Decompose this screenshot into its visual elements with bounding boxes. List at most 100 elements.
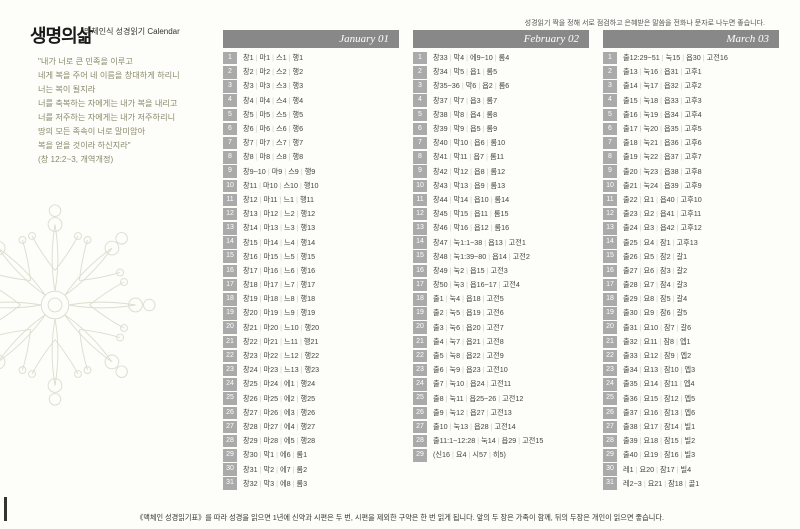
day-row: 10창43|막13|욥9|롬13: [413, 179, 589, 193]
logo-subtitle: 맥체인식 성경읽기 Calendar: [84, 26, 180, 37]
day-row: 26출9|눅12|욥27|고전13: [413, 406, 589, 420]
day-number: 9: [603, 165, 617, 178]
mandala-ornament: [0, 190, 170, 420]
day-number: 11: [603, 194, 617, 207]
day-row: 15출26|요5|잠2|갈1: [603, 250, 779, 264]
reading-refs: 출26|요5|잠2|갈1: [621, 252, 689, 262]
reading-refs: 출10|눅13|욥28|고전14: [431, 422, 518, 432]
day-number: 31: [223, 477, 237, 490]
reading-refs: 창9~10|마9|스9|행9: [241, 167, 317, 177]
reading-refs: 창20|마19|느9|행19: [241, 308, 317, 318]
day-row: 11창12|마11|느1|행11: [223, 193, 399, 207]
reading-refs: 레2~3|요21|잠18|골1: [621, 479, 701, 489]
day-row: 2창34|막5|욥1|롬5: [413, 65, 589, 79]
day-row: 27출10|눅13|욥28|고전14: [413, 420, 589, 434]
day-row: 2창2|마2|스2|행2: [223, 65, 399, 79]
day-row: 18창19|마18|느8|행18: [223, 292, 399, 306]
day-row: 4 창4|마4|스4|행4: [223, 94, 399, 108]
day-row: 26창27|마26|에3|행26: [223, 406, 399, 420]
reading-refs: 창15|마14|느4|행14: [241, 238, 317, 248]
day-number: 13: [413, 222, 427, 235]
reading-refs: 출3|눅6|욥20|고전7: [431, 323, 506, 333]
reading-refs: 창43|막13|욥9|롬13: [431, 181, 507, 191]
day-number: 24: [603, 378, 617, 391]
day-number: 4: [223, 94, 237, 107]
day-row: 15창16|마15|느5|행15: [223, 250, 399, 264]
reading-refs: 창33|막4|에9~10|롬4: [431, 53, 511, 63]
month-header: February 02: [413, 30, 589, 48]
day-row: 21창22|마21|느11|행21: [223, 335, 399, 349]
reading-refs: 창44|막14|욥10|롬14: [431, 195, 511, 205]
reading-refs: 출18|눅21|욥36|고후6: [621, 138, 704, 148]
reading-refs: (신16|요4|시57|히5): [431, 450, 508, 460]
day-number: 10: [603, 180, 617, 193]
reading-refs: 창22|마21|느11|행21: [241, 337, 321, 347]
day-number: 4: [603, 94, 617, 107]
day-number: 6: [603, 123, 617, 136]
day-row: 19창20|마19|느9|행19: [223, 306, 399, 320]
month-column: January 011창1|마1|스1|행12창2|마2|스2|행23창3|마3…: [223, 30, 399, 491]
day-row: 25출8|눅11|욥25~26|고전12: [413, 392, 589, 406]
day-row: 8창41|막11|욥7|롬11: [413, 150, 589, 164]
day-number: 18: [603, 293, 617, 306]
reading-refs: 창32|막3|에8|롬3: [241, 479, 309, 489]
reading-refs: 창39|막9|욥5|롬9: [431, 124, 499, 134]
day-row: 16창49|눅2|욥15|고전3: [413, 264, 589, 278]
day-row: 23출6|눅9|욥23|고전10: [413, 363, 589, 377]
reading-refs: 창34|막5|욥1|롬5: [431, 67, 499, 77]
day-number: 19: [413, 307, 427, 320]
day-row: 29(신16|요4|시57|히5): [413, 448, 589, 462]
reading-refs: 출2|눅5|욥19|고전6: [431, 308, 506, 318]
day-number: 25: [413, 392, 427, 405]
reading-refs: 출40|요19|잠16|빌3: [621, 450, 697, 460]
day-row: 20창21|마20|느10|행20: [223, 321, 399, 335]
day-row: 2출13|눅16|욥31|고후1: [603, 65, 779, 79]
day-number: 1: [413, 52, 427, 65]
reading-refs: 출34|요13|잠10|엡3: [621, 365, 697, 375]
day-row: 6출17|눅20|욥35|고후5: [603, 122, 779, 136]
day-row: 22출33|요12|잠9|엡2: [603, 349, 779, 363]
reading-refs: 출38|요17|잠14|빌1: [621, 422, 697, 432]
day-number: 20: [223, 321, 237, 334]
reading-refs: 창42|막12|욥8|롬12: [431, 167, 507, 177]
day-row: 1창1|마1|스1|행1: [223, 51, 399, 65]
reading-refs: 창29|마28|에5|행28: [241, 436, 317, 446]
month-column: March 031출12:29~51|눅15|욥30|고전162출13|눅16|…: [603, 30, 779, 491]
reading-refs: 창49|눅2|욥15|고전3: [431, 266, 510, 276]
reading-refs: 창35~36|막6|욥2|롬6: [431, 81, 511, 91]
day-row: 3창3|마3|스3|행3: [223, 79, 399, 93]
month-header: March 03: [603, 30, 779, 48]
reading-refs: 창4|마4|스4|행4: [241, 96, 305, 106]
reading-refs: 출9|눅12|욥27|고전13: [431, 408, 514, 418]
reading-refs: 창48|눅1:39~80|욥14|고전2: [431, 252, 532, 262]
day-number: 8: [603, 151, 617, 164]
reading-refs: 창24|마23|느13|행23: [241, 365, 321, 375]
day-number: 29: [223, 449, 237, 462]
reading-refs: 출6|눅9|욥23|고전10: [431, 365, 510, 375]
day-row: 7출18|눅21|욥36|고후6: [603, 136, 779, 150]
day-number: 10: [223, 180, 237, 193]
day-row: 11출22|요1|욥40|고후10: [603, 193, 779, 207]
day-row: 13출24|요3|욥42|고후12: [603, 221, 779, 235]
reading-refs: 창50|눅3|욥16~17|고전4: [431, 280, 522, 290]
header-note: 성경읽기 짝을 정해 서로 점검하고 은혜받은 말씀을 전화나 문자로 나누면 …: [525, 18, 765, 28]
logo-title: 생명의삶: [30, 22, 92, 48]
day-row: 30창31|막2|에7|롬2: [223, 462, 399, 476]
day-row: 28출11:1~12:28|눅14|욥29|고전15: [413, 434, 589, 448]
day-row: 27창28|마27|에4|행27: [223, 420, 399, 434]
reading-refs: 출12:29~51|눅15|욥30|고전16: [621, 53, 730, 63]
day-row: 24출7|눅10|욥24|고전11: [413, 377, 589, 391]
day-number: 26: [603, 407, 617, 420]
day-row: 19 출2|눅5|욥19|고전6: [413, 306, 589, 320]
day-number: 12: [413, 208, 427, 221]
day-number: 27: [603, 421, 617, 434]
day-row: 3출14|눅17|욥32|고후2: [603, 79, 779, 93]
day-row: 18출29|요8|잠5|갈4: [603, 292, 779, 306]
day-row: 25출36|요15|잠12|엡5: [603, 392, 779, 406]
day-number: 23: [603, 364, 617, 377]
reading-refs: 출28|요7|잠4|갈3: [621, 280, 689, 290]
reading-refs: 출33|요12|잠9|엡2: [621, 351, 693, 361]
calendar-columns: January 011창1|마1|스1|행12창2|마2|스2|행23창3|마3…: [223, 30, 779, 491]
reading-refs: 출1|눅4|욥18|고전5: [431, 294, 506, 304]
day-row: 17출28|요7|잠4|갈3: [603, 278, 779, 292]
